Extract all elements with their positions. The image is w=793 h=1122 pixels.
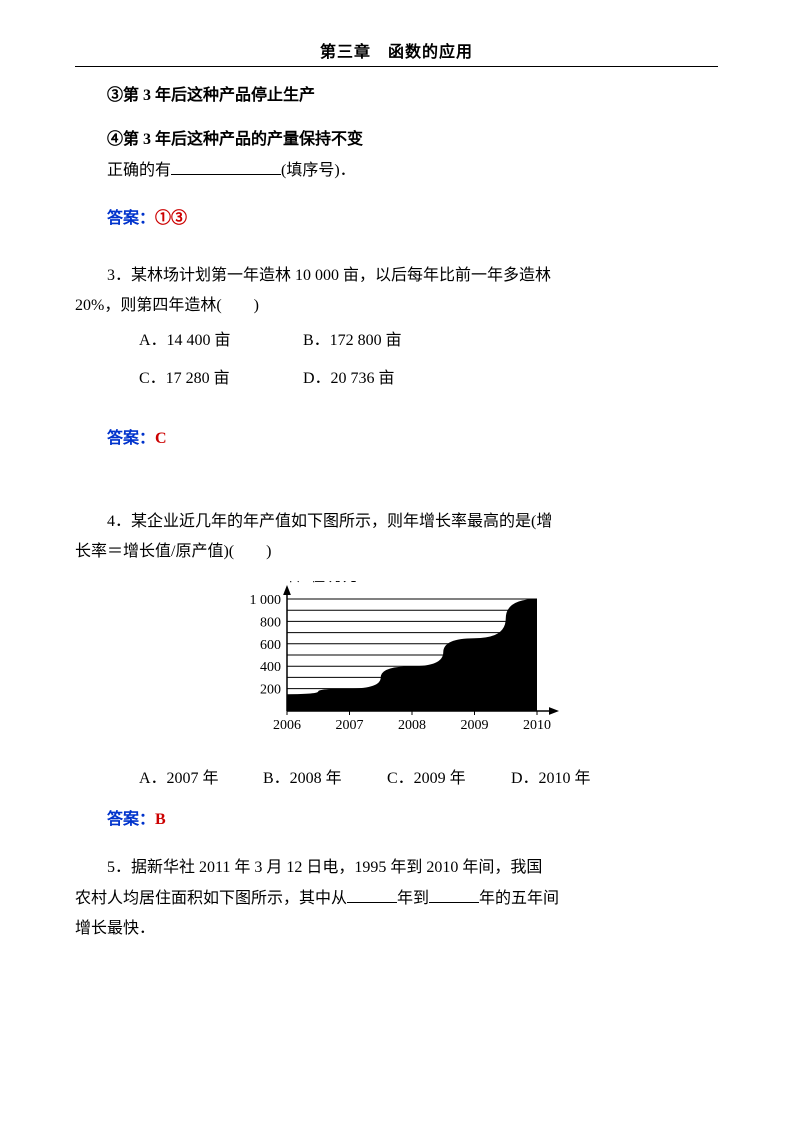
answer-label: 答案： [107, 210, 155, 227]
q2-statement-3: ③第 3 年后这种产品停止生产 [75, 81, 718, 111]
q3-options-row2: C．17 280 亩 D．20 736 亩 [75, 360, 718, 398]
svg-text:1 000: 1 000 [250, 593, 282, 608]
q5-text-line1: 5．据新华社 2011 年 3 月 12 日电，1995 年到 2010 年间，… [75, 853, 718, 883]
svg-text:2010: 2010 [523, 718, 551, 733]
chart-svg: 200 400 600 800 1 000 年产值/万元 2006 2007 2008 2009 2… [225, 581, 565, 741]
q2-correct-line: 正确的有 (填序号)． [75, 156, 718, 187]
svg-text:2009: 2009 [461, 718, 489, 733]
q5-post: 年的五年间 [479, 890, 559, 907]
fill-blank-year1[interactable] [347, 885, 397, 903]
q4-text-line2: 长率＝增长值/原产值)( ) [75, 537, 718, 567]
svg-text:600: 600 [260, 638, 281, 653]
q4-text-line1: 4．某企业近几年的年产值如下图所示，则年增长率最高的是(增 [75, 507, 718, 537]
q3-options-row1: A．14 400 亩 B．172 800 亩 [75, 322, 718, 360]
svg-text:400: 400 [260, 661, 281, 676]
option-d[interactable]: D．2010 年 [479, 764, 599, 794]
q4-options: A．2007 年 B．2008 年 C．2009 年 D．2010 年 [75, 764, 718, 794]
option-a[interactable]: A．2007 年 [107, 764, 227, 794]
option-c[interactable]: C．17 280 亩 [107, 360, 267, 398]
svg-text:2006: 2006 [273, 718, 301, 733]
option-d[interactable]: D．20 736 亩 [271, 360, 431, 398]
svg-text:2008: 2008 [398, 718, 426, 733]
fill-blank[interactable] [171, 156, 281, 175]
q2-statement-4: ④第 3 年后这种产品的产量保持不变 [75, 125, 718, 155]
circled-3: ③第 3 年后这种产品停止生产 [107, 87, 315, 104]
q5-pre: 农村人均居住面积如下图所示，其中从 [75, 890, 347, 907]
q2-answer: 答案：①③ [75, 204, 718, 234]
answer-label: 答案： [107, 811, 155, 828]
q4-answer: 答案：B [75, 805, 718, 835]
circled-4: ④第 3 年后这种产品的产量保持不变 [107, 131, 363, 148]
answer-label: 答案： [107, 430, 155, 447]
svg-text:2007: 2007 [336, 718, 364, 733]
svg-text:年产值/万元: 年产值/万元 [283, 581, 357, 585]
option-c[interactable]: C．2009 年 [355, 764, 475, 794]
option-a[interactable]: A．14 400 亩 [107, 322, 267, 360]
option-b[interactable]: B．2008 年 [231, 764, 351, 794]
q3-answer: 答案：C [75, 424, 718, 454]
answer-value: ①③ [155, 210, 187, 227]
q2-correct-prefix: 正确的有 [107, 162, 171, 179]
svg-text:200: 200 [260, 683, 281, 698]
svg-text:800: 800 [260, 616, 281, 631]
answer-value: B [155, 811, 166, 828]
q3-text-line1: 3．某林场计划第一年造林 10 000 亩，以后每年比前一年多造林 [75, 261, 718, 291]
option-b[interactable]: B．172 800 亩 [271, 322, 431, 360]
page-header: 第三章 函数的应用 [75, 38, 718, 67]
q3-text-line2: 20%，则第四年造林( ) [75, 291, 718, 321]
q4-chart: 200 400 600 800 1 000 年产值/万元 2006 2007 2008 2009 2… [225, 581, 718, 746]
q2-correct-suffix: (填序号)． [281, 162, 356, 179]
q5-text-line2: 农村人均居住面积如下图所示，其中从 年到 年的五年间 [75, 884, 718, 914]
q5-text-line3: 增长最快． [75, 914, 718, 944]
answer-value: C [155, 430, 167, 447]
q5-mid: 年到 [397, 890, 429, 907]
fill-blank-year2[interactable] [429, 885, 479, 903]
